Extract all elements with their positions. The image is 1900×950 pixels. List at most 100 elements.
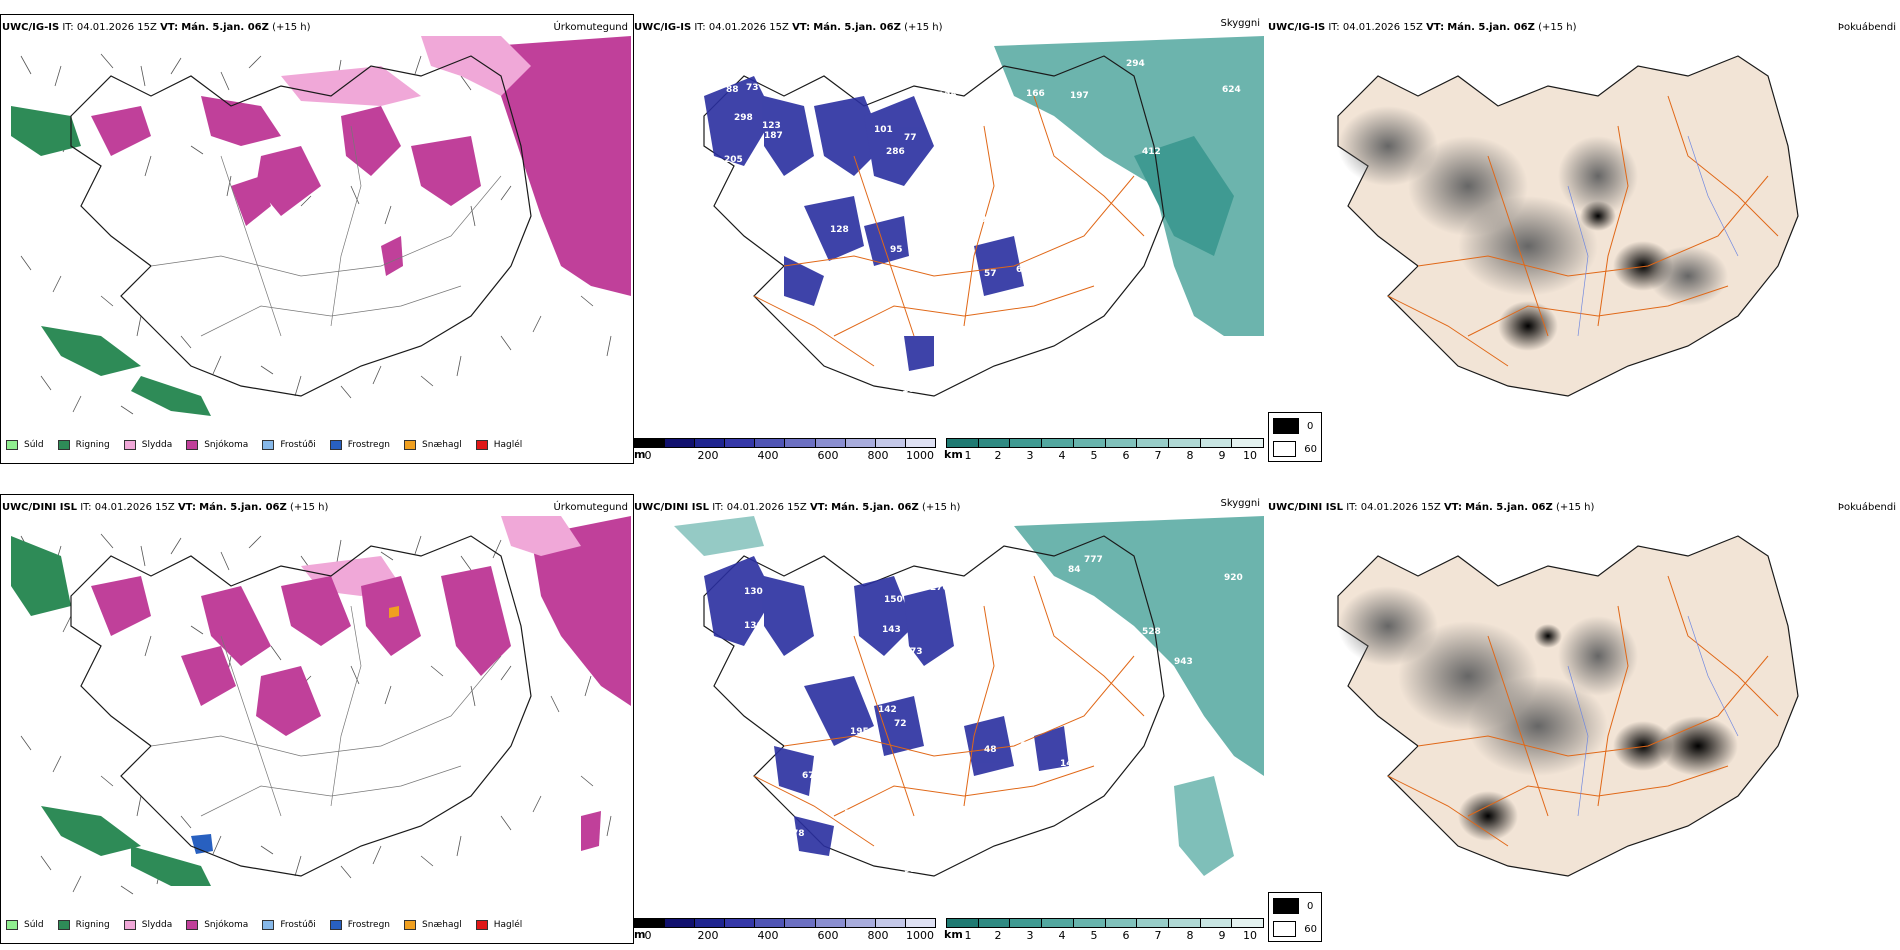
map-value: 136 [744,621,763,631]
map-value: 98 [1022,711,1035,721]
legend-item: Frostúði [262,920,316,930]
map-value: 142 [878,705,897,715]
legend-swatch [475,440,488,450]
map-value: 129 [834,789,853,799]
roads-network [753,575,1145,847]
panel-title: Þokuábendi [1837,502,1896,513]
legend-swatch [329,920,342,930]
legend-swatch [57,920,70,930]
map-value: 123 [762,121,781,131]
map-value: 624 [1222,85,1241,95]
map-value: 88 [726,85,739,95]
map-value: 96 [1114,241,1127,251]
iceland-coastline [703,535,1165,877]
colorbar-ticks: 1 2 3 4 5 6 7 8 9 10 [964,449,1258,462]
panel-header: UWC/IG-IS IT: 04.01.2026 15Z VT: Mán. 5.… [634,22,943,33]
map-value: 345 [890,187,909,197]
legend-item: Snjókoma [186,440,248,450]
map-value: 73 [910,647,923,657]
legend-item: 0 [1273,416,1317,436]
map-value: 78 [792,829,805,839]
legend-swatch [475,920,488,930]
map-value: 147 [1060,759,1079,769]
colorbar-ticks: 0 200 400 600 800 1000 [644,449,935,462]
visibility-map-bottom: 130 136 150 143 79 73 270 271 142 72 80 … [674,516,1264,877]
panel-header: UWC/IG-IS IT: 04.01.2026 15Z VT: Mán. 5.… [2,22,311,33]
map-value: 59 [970,591,983,601]
panel-title: Úrkomutegund [553,502,628,513]
map-value: 80 [940,723,953,733]
map-value: 101 [844,809,863,819]
visibility-value-labels: 130 136 150 143 79 73 270 271 142 72 80 … [744,555,1243,875]
precip-areas [11,36,631,416]
rivers [1567,135,1739,337]
legend-item: Haglél [475,920,522,930]
colorbar-swatches [946,438,1264,448]
map-value: 150 [884,595,903,605]
map-value: 79 [892,647,905,657]
iceland-coastline [70,55,532,397]
legend-swatch [57,440,70,450]
legend-item: Rigning [57,920,110,930]
visibility-value-labels: 88 73 123 101 77 205 298 187 105 76 86 1… [724,59,1241,395]
map-value: 69 [820,771,833,781]
map-value: 193 [974,215,993,225]
visibility-unit: km [944,448,963,461]
low-ceiling-areas [704,76,1024,371]
map-value: 166 [1026,89,1045,99]
map-value: 270 [930,583,949,593]
legend-item: Súld [6,440,44,450]
legend-item: Snjókoma [186,920,248,930]
legend-swatch [123,920,136,930]
legend-item: 60 [1273,919,1317,939]
visibility-colorbar-top: 1 2 3 4 5 6 7 8 9 10 [946,438,1264,462]
legend-swatch [1273,898,1299,914]
map-value: 943 [1174,657,1193,667]
legend-item: Snæhagl [404,920,462,930]
map-value: 57 [984,269,997,279]
legend-item: 0 [1273,896,1317,916]
map-value: 73 [746,83,759,93]
legend-swatch [1273,921,1297,937]
panel-title: Úrkomutegund [553,22,628,33]
legend-item: Slydda [123,920,172,930]
legend-swatch [186,920,199,930]
map-value: 528 [1142,627,1161,637]
low-ceiling-areas [704,556,1069,856]
legend-item: Rigning [57,440,110,450]
map-value: 130 [744,587,763,597]
roads-network [1387,575,1779,847]
rivers [1567,615,1739,817]
map-value: 105 [774,179,793,189]
visibility-colorbar-bottom: 1 2 3 4 5 6 7 8 9 10 [946,918,1264,942]
ceiling-unit: m [634,928,646,941]
visibility-unit: km [944,928,963,941]
colorbar-swatches [946,918,1264,928]
iceland-coastline [70,535,532,877]
map-value: 95 [890,245,903,255]
panel-title: Skyggni [1220,498,1260,509]
map-value: 194 [1116,261,1135,271]
map-value: 777 [1084,555,1103,565]
ceiling-colorbar-top: 0 200 400 600 800 1000 [634,438,936,462]
map-value: 205 [724,155,743,165]
roads-network [150,605,502,817]
legend-item: Snæhagl [404,440,462,450]
map-value: 77 [904,133,917,143]
precip-legend-bottom: Súld Rigning Slydda Snjókoma Frostúði Fr… [6,920,536,930]
map-value: 143 [882,625,901,635]
map-value: 48 [984,745,997,755]
colorbar-swatches [634,918,936,928]
map-value: 86 [794,195,807,205]
legend-item: Frostregn [329,440,390,450]
legend-swatch [6,440,18,450]
panel-header: UWC/IG-IS IT: 04.01.2026 15Z VT: Mán. 5.… [1268,22,1577,33]
map-value: 68 [1020,741,1033,751]
panel-title: Þokuábendi [1837,22,1896,33]
panel-header: UWC/DINI ISL IT: 04.01.2026 15Z VT: Mán.… [2,502,329,513]
map-value: 306 [934,147,953,157]
map-value: 412 [1142,147,1161,157]
legend-swatch [404,440,417,450]
legend-item: Haglél [475,440,522,450]
map-value: 286 [886,147,905,157]
